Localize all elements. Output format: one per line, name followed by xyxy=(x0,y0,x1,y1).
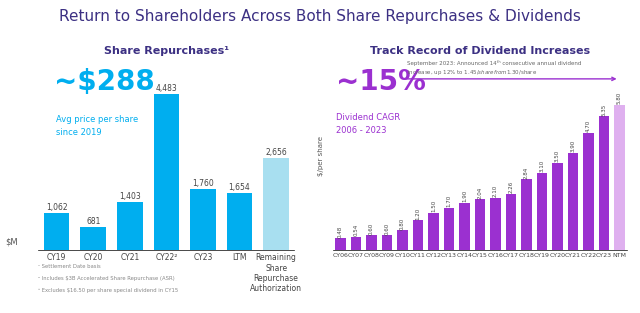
Bar xyxy=(444,208,454,250)
Text: 0.80: 0.80 xyxy=(400,217,405,230)
Text: 3.90: 3.90 xyxy=(570,140,575,152)
Text: 681: 681 xyxy=(86,217,100,226)
Text: 4,483: 4,483 xyxy=(156,85,177,94)
Bar xyxy=(413,220,424,250)
Bar xyxy=(459,203,470,250)
Text: 2.04: 2.04 xyxy=(477,186,483,198)
Bar xyxy=(366,235,377,250)
Bar xyxy=(397,230,408,250)
Text: Return to Shareholders Across Both Share Repurchases & Dividends: Return to Shareholders Across Both Share… xyxy=(59,9,581,24)
Text: 5.80: 5.80 xyxy=(617,92,622,105)
Bar xyxy=(381,235,392,250)
Text: 1,062: 1,062 xyxy=(46,203,67,213)
Bar xyxy=(263,158,289,250)
Text: 0.60: 0.60 xyxy=(385,222,390,235)
Text: 2,656: 2,656 xyxy=(265,148,287,157)
Bar xyxy=(583,133,594,250)
Text: ~$288: ~$288 xyxy=(54,68,154,96)
Bar xyxy=(506,194,516,250)
Text: ² Includes $3B Accelerated Share Repurchase (ASR): ² Includes $3B Accelerated Share Repurch… xyxy=(38,276,175,281)
Text: 1,760: 1,760 xyxy=(192,179,214,188)
Text: Avg price per share
since 2019: Avg price per share since 2019 xyxy=(56,115,139,137)
Bar xyxy=(335,239,346,250)
Title: Share Repurchases¹: Share Repurchases¹ xyxy=(104,46,229,56)
Bar xyxy=(190,189,216,250)
Title: Track Record of Dividend Increases: Track Record of Dividend Increases xyxy=(370,46,590,56)
Text: 1.20: 1.20 xyxy=(415,207,420,220)
Text: 1.70: 1.70 xyxy=(447,195,451,207)
Bar xyxy=(428,213,439,250)
Text: September 2023: Announced 14ᵗʰ consecutive annual dividend
increase, up 12% to $: September 2023: Announced 14ᵗʰ consecuti… xyxy=(407,60,582,77)
Bar xyxy=(490,198,501,250)
Text: ³ Excludes $16.50 per share special dividend in CY15: ³ Excludes $16.50 per share special divi… xyxy=(38,288,179,293)
Bar xyxy=(536,173,547,250)
Text: 5.35: 5.35 xyxy=(602,103,607,116)
Text: 0.60: 0.60 xyxy=(369,222,374,235)
Bar xyxy=(475,199,485,250)
Text: ¹ Settlement Date basis: ¹ Settlement Date basis xyxy=(38,264,101,269)
Bar xyxy=(44,213,70,250)
Bar xyxy=(154,95,179,250)
Bar xyxy=(351,237,362,250)
Text: 1,654: 1,654 xyxy=(228,183,250,192)
Bar xyxy=(568,153,579,250)
Text: 2.10: 2.10 xyxy=(493,185,498,197)
Bar xyxy=(521,179,532,250)
Text: $M: $M xyxy=(5,238,18,247)
Text: ~15%: ~15% xyxy=(336,68,426,96)
Text: 1.90: 1.90 xyxy=(462,190,467,202)
Text: 1,403: 1,403 xyxy=(119,192,141,201)
Bar xyxy=(552,163,563,250)
Text: 1.50: 1.50 xyxy=(431,200,436,212)
Bar xyxy=(227,193,252,250)
Text: 3.10: 3.10 xyxy=(540,160,545,172)
Bar xyxy=(117,202,143,250)
Bar xyxy=(598,116,609,250)
Text: 4.70: 4.70 xyxy=(586,120,591,132)
Text: 3.50: 3.50 xyxy=(555,150,560,162)
Text: Dividend CAGR
2006 - 2023: Dividend CAGR 2006 - 2023 xyxy=(336,113,400,135)
Bar xyxy=(614,105,625,250)
Bar xyxy=(81,227,106,250)
Text: 2.84: 2.84 xyxy=(524,166,529,178)
Text: 0.48: 0.48 xyxy=(338,225,343,238)
Text: 0.54: 0.54 xyxy=(353,224,358,236)
Text: 2.26: 2.26 xyxy=(509,181,513,193)
Text: $/per share: $/per share xyxy=(318,136,324,177)
